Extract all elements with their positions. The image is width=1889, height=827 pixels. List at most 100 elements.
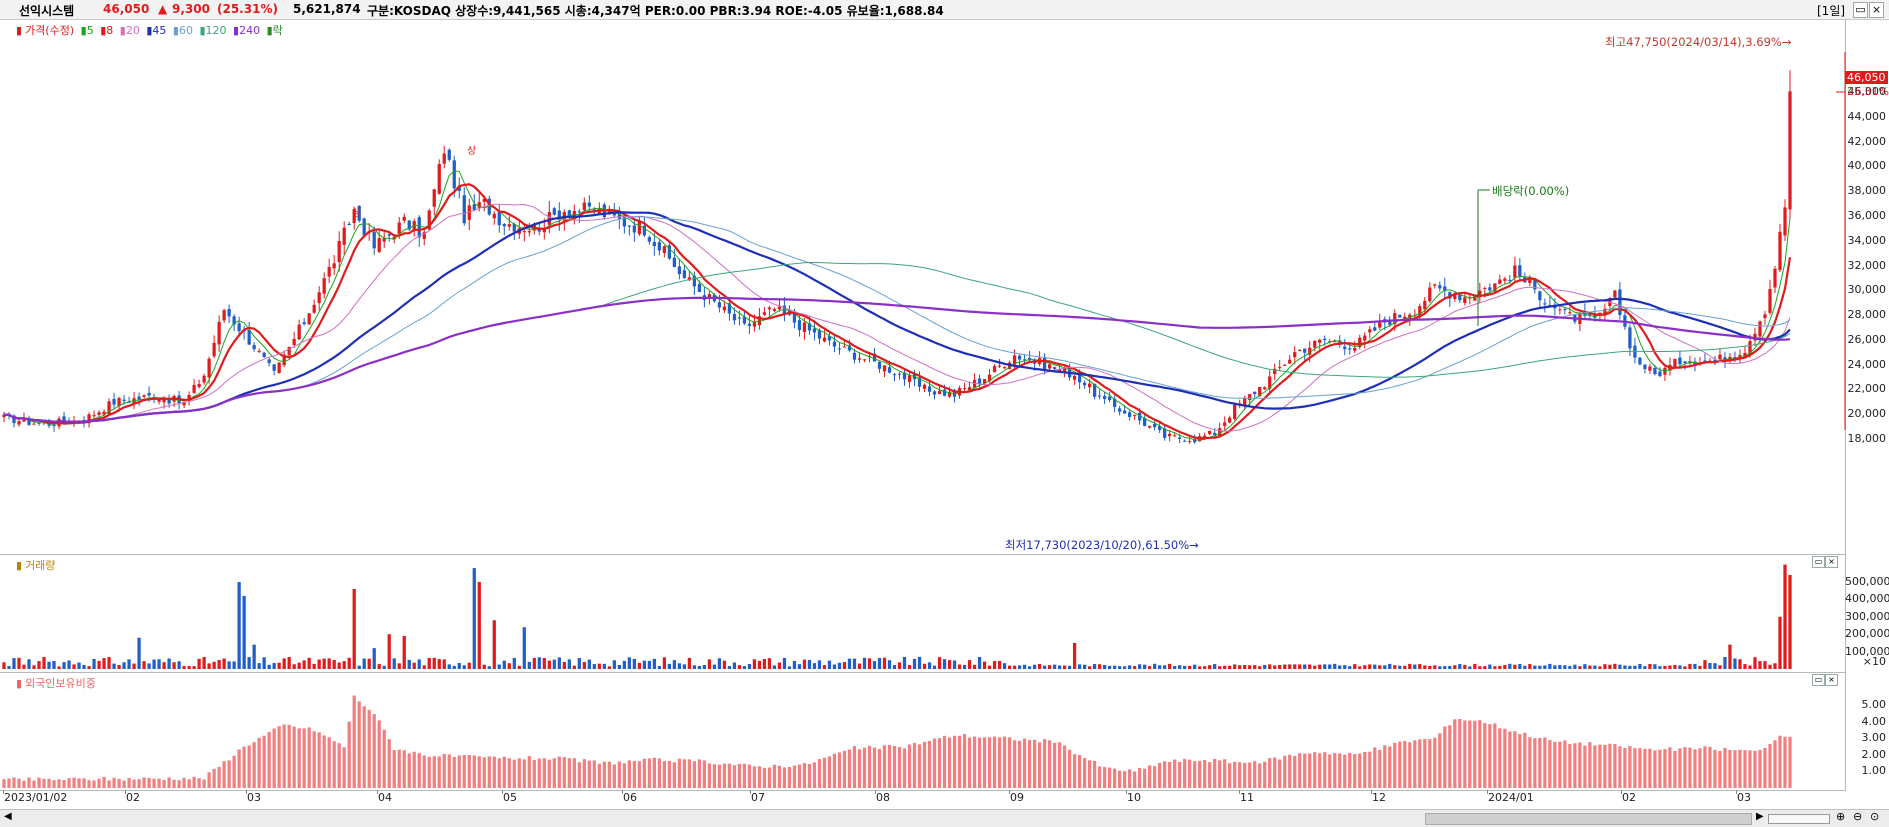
volume-bar <box>422 665 426 669</box>
candle-body <box>217 321 221 345</box>
foreign-ratio-bar <box>1318 753 1322 788</box>
candle-body <box>1253 391 1257 395</box>
foreign-tick-label: 1.00 <box>1861 764 1887 778</box>
foreign-ratio-plot <box>2 695 1792 788</box>
volume-bar <box>157 659 161 669</box>
foreign-panel-restore-button[interactable]: ▭ <box>1812 674 1825 686</box>
foreign-ratio-bar <box>1193 761 1197 788</box>
volume-bar <box>767 658 772 669</box>
candle-body <box>1603 308 1607 316</box>
candle-body <box>482 198 486 202</box>
foreign-ratio-bar <box>602 761 606 788</box>
scroll-bar[interactable]: ◀ ▶ ⊕ ⊖ ⊙ <box>0 809 1889 827</box>
zoom-in-icon[interactable]: ⊕ <box>1836 810 1846 823</box>
volume-bar <box>1513 664 1517 669</box>
stock-name[interactable]: 선익시스템 <box>19 4 75 18</box>
ma-label-60: 60 <box>178 24 193 37</box>
ma-legend-5[interactable]: ▮5 <box>80 24 94 37</box>
foreign-ratio-bar <box>272 728 276 788</box>
ma-legend-45[interactable]: ▮45 <box>146 24 167 37</box>
volume-bar <box>1288 664 1292 669</box>
ma-legend-60[interactable]: ▮60 <box>172 24 193 37</box>
scroll-right-icon[interactable]: ▶ <box>1756 811 1764 822</box>
candle-body <box>852 352 857 360</box>
volume-bar <box>52 661 56 669</box>
foreign-ratio-bar <box>1418 739 1422 788</box>
ma-legend-rak[interactable]: ▮락 <box>266 24 283 37</box>
candle-body <box>582 202 586 210</box>
foreign-ratio-bar <box>1163 761 1167 788</box>
foreign-ratio-bar <box>182 777 186 788</box>
volume-bar <box>72 664 76 669</box>
volume-bar <box>292 664 296 669</box>
candle-body <box>847 345 852 351</box>
volume-bar <box>982 661 987 669</box>
volume-panel-restore-button[interactable]: ▭ <box>1812 556 1825 568</box>
volume-bar <box>1378 665 1382 669</box>
zoom-slider[interactable] <box>1768 814 1830 824</box>
candle-body <box>1248 394 1252 401</box>
scroll-thumb[interactable] <box>1425 813 1752 825</box>
foreign-ratio-bar <box>1558 741 1562 788</box>
candle-body <box>402 216 406 221</box>
foreign-ratio-bar <box>912 742 917 788</box>
foreign-ratio-bar <box>692 761 697 788</box>
ma-legend-240[interactable]: ▮240 <box>233 24 261 37</box>
stock-chart[interactable] <box>0 0 1889 809</box>
foreign-ratio-bar <box>1408 742 1412 788</box>
change-arrow-icon: ▲ <box>158 2 168 16</box>
volume-panel-close-button[interactable]: × <box>1825 556 1838 568</box>
foreign-ratio-bar <box>1573 743 1577 788</box>
volume-bar <box>1628 665 1632 669</box>
foreign-ratio-bar <box>1178 761 1182 788</box>
volume-bar <box>1538 665 1542 669</box>
volume-bar <box>1423 665 1427 669</box>
foreign-ratio-bar <box>302 728 306 788</box>
price-legend: ▮ 가격(수정) ▮5 ▮8 ▮20 ▮45 ▮60 ▮120 ▮240 ▮락 <box>16 22 286 38</box>
zoom-out-icon[interactable]: ⊖ <box>1853 810 1863 823</box>
foreign-ratio-bar <box>942 735 947 788</box>
volume-bar <box>1633 665 1637 669</box>
foreign-panel-close-button[interactable]: × <box>1825 674 1838 686</box>
volume-bar <box>267 664 271 669</box>
foreign-ratio-bar <box>1728 749 1732 788</box>
foreign-ratio-bar <box>1358 753 1362 788</box>
volume-bar <box>1248 665 1252 669</box>
volume-bar <box>117 664 121 669</box>
x-tick-mark <box>3 790 4 794</box>
candle-body <box>1363 335 1367 341</box>
volume-bar <box>172 662 176 669</box>
candle-body <box>1087 383 1092 388</box>
foreign-ratio-bar <box>292 726 296 788</box>
foreign-ratio-bar <box>432 756 436 788</box>
foreign-ratio-bar <box>157 778 161 788</box>
volume-bar <box>752 659 757 669</box>
scroll-left-icon[interactable]: ◀ <box>4 811 12 822</box>
volume-bar <box>447 664 451 669</box>
volume-bar <box>947 660 952 669</box>
close-button[interactable]: × <box>1869 2 1884 18</box>
foreign-ratio-bar <box>1383 745 1387 788</box>
period-label[interactable]: [1일] <box>1817 4 1846 18</box>
last-pct-label: 25.31% <box>1847 85 1889 98</box>
volume-bar <box>957 664 962 669</box>
candle-body <box>272 364 276 371</box>
ma-legend-8[interactable]: ▮8 <box>100 24 114 37</box>
restore-button[interactable]: ▭ <box>1853 2 1868 18</box>
foreign-ratio-bar <box>977 737 982 788</box>
candle-body <box>412 221 416 231</box>
volume-bar <box>727 666 732 669</box>
zoom-reset-icon[interactable]: ⊙ <box>1870 810 1880 823</box>
foreign-ratio-bar <box>662 761 666 788</box>
candle-body <box>327 267 331 277</box>
volume-panel <box>0 554 1846 673</box>
volume-bar <box>27 659 31 669</box>
ma-legend-20[interactable]: ▮20 <box>119 24 140 37</box>
candle-body <box>347 223 351 226</box>
foreign-ratio-bar <box>422 755 426 788</box>
foreign-ratio-bar <box>367 709 371 788</box>
foreign-ratio-bar <box>372 714 376 788</box>
volume-bar <box>12 658 16 669</box>
volume-bar <box>1543 665 1547 669</box>
ma-legend-120[interactable]: ▮120 <box>199 24 227 37</box>
